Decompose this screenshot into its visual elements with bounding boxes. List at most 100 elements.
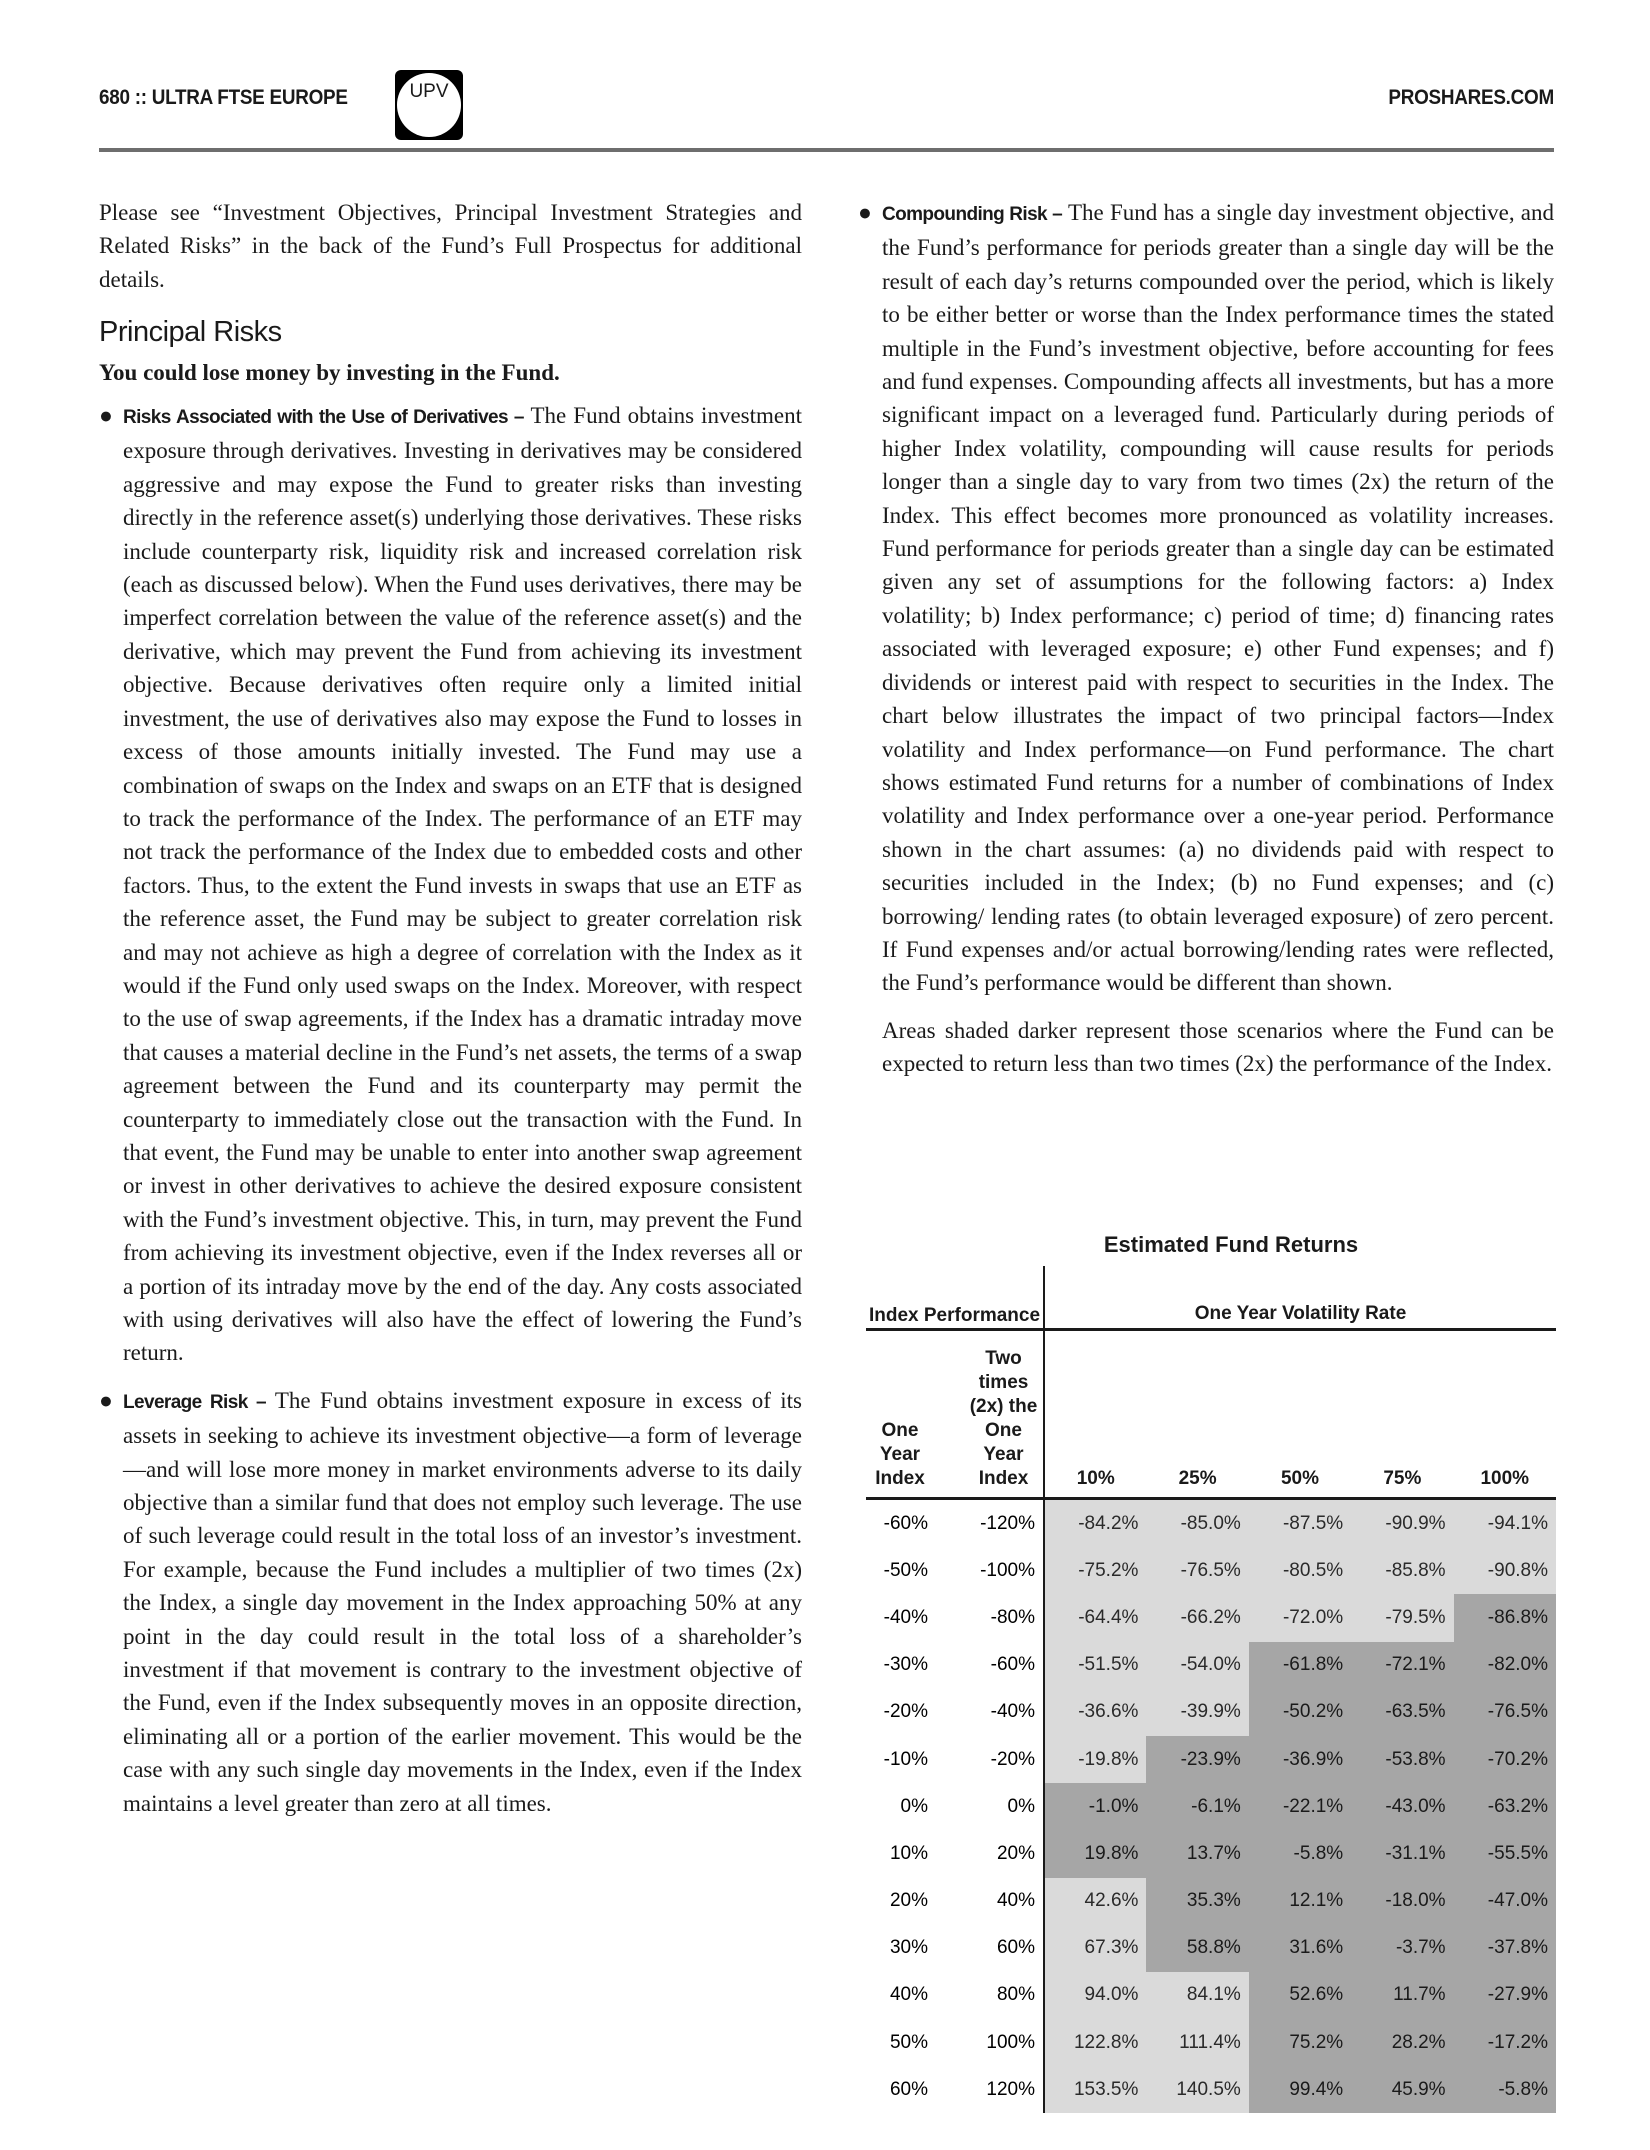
fund-return-cell: -6.1% (1146, 1783, 1249, 1831)
index-return-cell: -40% (883, 1606, 928, 1628)
fund-return-cell: 35.3% (1146, 1877, 1249, 1925)
table-row: -50% -100% -75.2% -76.5% -80.5% -85.8% -90.8% (866, 1547, 1556, 1595)
risk-title: Risks Associated with the Use of Derivat… (123, 407, 524, 429)
fund-return-cell: 31.6% (1248, 1924, 1352, 1972)
two-x-return-cell: -120% (980, 1512, 1036, 1534)
bullet-icon: ● (99, 402, 113, 429)
index-return-cell: -50% (883, 1559, 928, 1581)
risk-text: The Fund obtains investment exposure in … (123, 1387, 802, 1816)
bullet-icon: ● (858, 199, 872, 225)
two-x-return-cell: 20% (996, 1842, 1036, 1864)
risk-item-leverage: ● Leverage Risk – The Fund obtains inves… (99, 1384, 802, 1820)
fund-return-cell: -39.9% (1146, 1688, 1249, 1736)
shading-note: Areas shaded darker represent those scen… (882, 1017, 1554, 1077)
bullet-icon: ● (99, 1386, 113, 1413)
volatility-header: One Year Volatility Rate (1043, 1266, 1556, 1331)
two-x-return-cell: 0% (1007, 1795, 1036, 1817)
fund-return-cell: -55.5% (1453, 1830, 1556, 1878)
fund-return-cell: -85.8% (1351, 1547, 1454, 1595)
fund-return-cell: -94.1% (1453, 1498, 1556, 1548)
fund-return-cell: -31.1% (1351, 1830, 1454, 1878)
table-row: -10% -20% -19.8% -23.9% -36.9% -53.8% -70.2% (866, 1735, 1556, 1784)
risk-item-compounding: ● Compounding Risk – The Fund has a sing… (858, 196, 1554, 1000)
fund-return-cell: -63.5% (1351, 1688, 1454, 1736)
index-return-cell: 50% (889, 2031, 928, 2053)
fund-return-cell: -1.0% (1043, 1783, 1147, 1831)
fund-return-cell: -90.8% (1453, 1547, 1556, 1595)
right-column: ● Compounding Risk – The Fund has a sing… (858, 196, 1554, 1095)
fund-return-cell: 67.3% (1043, 1924, 1147, 1972)
fund-return-cell: 52.6% (1248, 1971, 1352, 2020)
table-row: 30% 60% 67.3% 58.8% 31.6% -3.7% -37.8% (866, 1924, 1556, 1972)
index-return-cell: 30% (889, 1937, 928, 1959)
table-row: 50% 100% 122.8% 111.4% 75.2% 28.2% -17.2% (866, 2019, 1556, 2067)
vol-header: 100% (1453, 1329, 1556, 1500)
fund-return-cell: 84.1% (1146, 1971, 1249, 2020)
fund-return-cell: -82.0% (1453, 1641, 1556, 1689)
index-return-cell: -20% (883, 1701, 928, 1723)
table-row: 20% 40% 42.6% 35.3% 12.1% -18.0% -47.0% (866, 1877, 1556, 1925)
fund-return-cell: -22.1% (1248, 1783, 1352, 1831)
index-return-cell: 0% (900, 1795, 928, 1817)
left-column: Please see “Investment Objectives, Princ… (99, 196, 802, 1834)
index-return-cell: -30% (883, 1654, 928, 1676)
fund-return-cell: -63.2% (1453, 1783, 1556, 1831)
fund-return-cell: -3.7% (1351, 1924, 1454, 1972)
fund-return-cell: 13.7% (1146, 1830, 1249, 1878)
table-row: 60% 120% 153.5% 140.5% 99.4% 45.9% -5.8% (866, 2066, 1556, 2114)
fund-return-cell: 12.1% (1248, 1877, 1352, 1925)
fund-return-cell: -72.1% (1351, 1641, 1454, 1689)
table-title: Estimated Fund Returns (1103, 1232, 1359, 1257)
two-x-return-cell: 100% (986, 2031, 1036, 2053)
index-return-cell: -60% (883, 1512, 928, 1534)
fund-return-cell: 45.9% (1351, 2066, 1454, 2114)
section-subheading: You could lose money by investing in the… (99, 359, 560, 385)
fund-return-cell: 111.4% (1146, 2019, 1249, 2067)
two-x-return-cell: 60% (996, 1937, 1036, 1959)
two-x-return-cell: -60% (990, 1654, 1036, 1676)
table-row: -40% -80% -64.4% -66.2% -72.0% -79.5% -86.8% (866, 1594, 1556, 1642)
fund-return-cell: -76.5% (1453, 1688, 1556, 1736)
fund-return-cell: -79.5% (1351, 1594, 1454, 1642)
two-x-return-cell: 40% (996, 1890, 1036, 1912)
fund-return-cell: 94.0% (1043, 1971, 1147, 2020)
fund-return-cell: 75.2% (1248, 2019, 1352, 2067)
table-row: 40% 80% 94.0% 84.1% 52.6% 11.7% -27.9% (866, 1971, 1556, 2020)
two-x-return-cell: -100% (980, 1559, 1036, 1581)
fund-return-cell: 58.8% (1146, 1924, 1249, 1972)
fund-return-cell: -85.0% (1146, 1498, 1249, 1548)
fund-return-cell: -75.2% (1043, 1547, 1147, 1595)
ticker-badge-label: UPV (397, 73, 461, 137)
fund-return-cell: -5.8% (1453, 2066, 1556, 2114)
fund-return-cell: -43.0% (1351, 1783, 1454, 1831)
intro-paragraph: Please see “Investment Objectives, Princ… (99, 200, 802, 292)
vol-header: 10% (1043, 1329, 1147, 1500)
fund-return-cell: -86.8% (1453, 1594, 1556, 1642)
fund-return-cell: -47.0% (1453, 1877, 1556, 1925)
index-performance-header: Index Performance (866, 1266, 1045, 1331)
fund-return-cell: 140.5% (1146, 2066, 1249, 2114)
fund-return-cell: -64.4% (1043, 1594, 1147, 1642)
index-return-cell: 40% (889, 1984, 928, 2006)
fund-return-cell: -51.5% (1043, 1641, 1147, 1689)
table-row: -30% -60% -51.5% -54.0% -61.8% -72.1% -82.0% (866, 1641, 1556, 1689)
two-x-return-cell: -80% (990, 1606, 1036, 1628)
two-x-index-header: Two times (2x) the One Year Index (934, 1329, 1045, 1500)
fund-return-cell: -70.2% (1453, 1735, 1556, 1784)
fund-return-cell: -19.8% (1043, 1735, 1147, 1784)
site-link[interactable]: PROSHARES.COM (1388, 86, 1554, 109)
fund-return-cell: 122.8% (1043, 2019, 1147, 2067)
fund-return-cell: -84.2% (1043, 1498, 1147, 1548)
vol-header: 75% (1351, 1329, 1454, 1500)
fund-return-cell: -5.8% (1248, 1830, 1352, 1878)
fund-return-cell: -90.9% (1351, 1498, 1454, 1548)
fund-return-cell: -27.9% (1453, 1971, 1556, 2020)
risk-item-derivatives: ● Risks Associated with the Use of Deriv… (99, 399, 802, 1370)
section-heading: Principal Risks (99, 316, 282, 349)
vol-header: 50% (1248, 1329, 1352, 1500)
risk-text: The Fund has a single day investment obj… (882, 200, 1554, 996)
two-x-return-cell: 80% (996, 1984, 1036, 2006)
fund-return-cell: 19.8% (1043, 1830, 1147, 1878)
two-x-return-cell: -40% (990, 1701, 1036, 1723)
fund-return-cell: -17.2% (1453, 2019, 1556, 2067)
